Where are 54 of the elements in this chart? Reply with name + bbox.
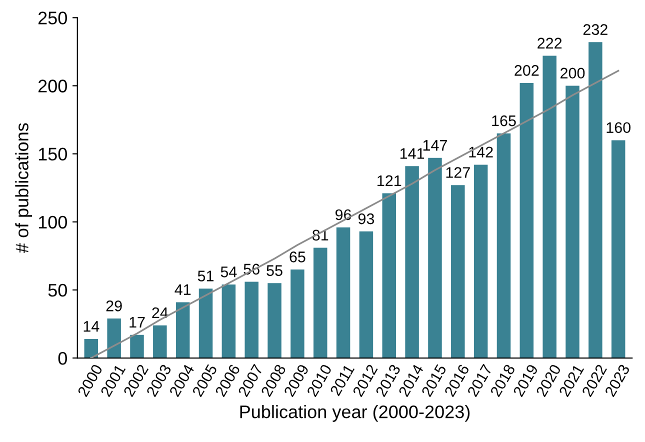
bar bbox=[198, 288, 213, 358]
y-axis-title: # of publications bbox=[15, 123, 32, 254]
data-label: 24 bbox=[152, 307, 168, 318]
data-label: 55 bbox=[266, 265, 282, 276]
bar bbox=[451, 185, 465, 358]
data-label: 121 bbox=[378, 175, 402, 186]
bar bbox=[313, 248, 328, 358]
data-label: 17 bbox=[130, 317, 145, 328]
data-label: 147 bbox=[423, 140, 447, 151]
y-tick-label: 150 bbox=[38, 148, 67, 161]
bar bbox=[474, 164, 488, 358]
y-tick-label: 50 bbox=[48, 284, 67, 297]
bar bbox=[107, 318, 121, 358]
x-axis-title: Publication year (2000-2023) bbox=[240, 404, 470, 422]
bar bbox=[588, 42, 602, 358]
bar bbox=[336, 227, 350, 358]
y-tick-label: 100 bbox=[38, 216, 67, 229]
bar bbox=[268, 283, 282, 358]
bar bbox=[382, 193, 396, 358]
data-label: 127 bbox=[446, 167, 470, 178]
data-label: 14 bbox=[84, 321, 100, 332]
bar bbox=[290, 270, 304, 358]
data-label: 165 bbox=[492, 115, 516, 126]
y-tick-label: 250 bbox=[38, 12, 67, 24]
bar bbox=[428, 158, 442, 358]
bar bbox=[611, 140, 626, 358]
data-label: 65 bbox=[290, 252, 306, 262]
data-label: 41 bbox=[174, 284, 191, 295]
bar bbox=[542, 56, 556, 358]
data-label: 202 bbox=[514, 65, 539, 76]
bar bbox=[244, 282, 258, 358]
bar bbox=[153, 325, 167, 358]
data-label: 200 bbox=[560, 68, 585, 79]
data-label: 96 bbox=[336, 209, 352, 220]
y-tick-label: 200 bbox=[38, 80, 67, 92]
y-tick-label: 0 bbox=[58, 352, 67, 365]
bar bbox=[130, 334, 144, 358]
data-label: 93 bbox=[358, 213, 374, 224]
data-label: 232 bbox=[583, 24, 608, 35]
bar bbox=[222, 284, 236, 358]
bar bbox=[359, 231, 374, 358]
bar bbox=[84, 338, 98, 358]
bar bbox=[405, 166, 419, 358]
bar bbox=[176, 302, 190, 358]
data-label: 222 bbox=[538, 38, 562, 48]
data-label: 51 bbox=[198, 270, 214, 282]
data-label: 141 bbox=[400, 148, 424, 159]
data-label: 29 bbox=[106, 300, 122, 312]
bar bbox=[496, 133, 511, 358]
bar bbox=[520, 83, 534, 358]
bar bbox=[566, 86, 580, 358]
data-label: 160 bbox=[606, 122, 630, 134]
data-label: 142 bbox=[469, 146, 493, 158]
data-label: 54 bbox=[220, 266, 237, 278]
